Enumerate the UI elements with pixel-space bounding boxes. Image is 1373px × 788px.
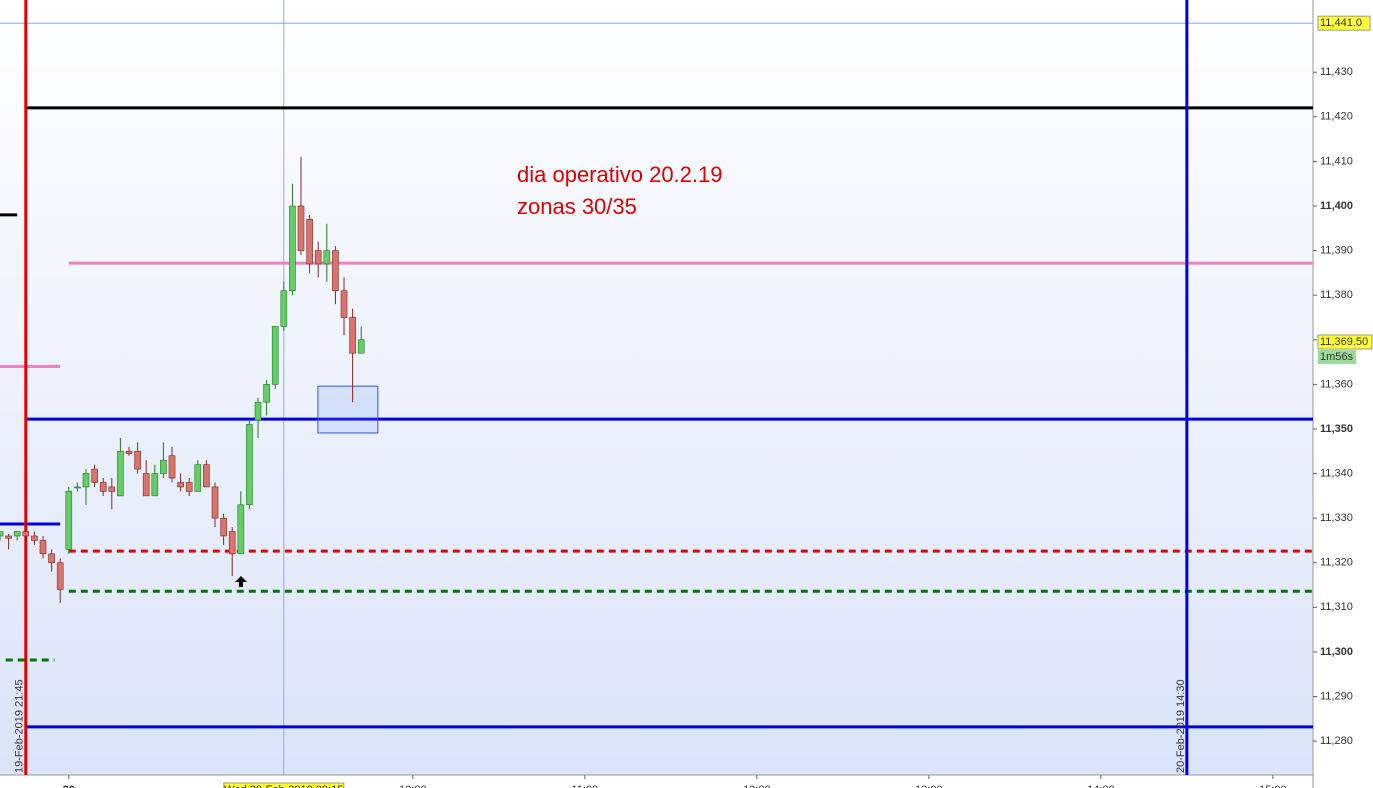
candle-body: [289, 205, 296, 292]
candle-body: [254, 401, 262, 421]
x-tick-label: 14:00: [1087, 784, 1115, 788]
x-tick-label: 20: [63, 784, 75, 788]
candle-body: [349, 317, 356, 354]
candle-body: [108, 486, 116, 492]
vertical-line-label: 20-Feb-2019 14:30: [1175, 679, 1187, 773]
y-tick-label: 11,430: [1320, 66, 1353, 78]
candle-body: [5, 535, 12, 539]
candle-body: [74, 486, 81, 489]
candle-body: [228, 531, 236, 555]
y-tick-label: 11,420: [1320, 111, 1353, 123]
y-tick-label: 11,350: [1320, 423, 1353, 435]
candle-body: [297, 205, 305, 251]
candle-body: [194, 464, 202, 492]
last-price-label: 11,369.50: [1320, 336, 1368, 348]
y-tick-label: 11,290: [1320, 690, 1353, 702]
candle-body: [211, 486, 219, 519]
candle-body: [332, 250, 339, 292]
y-tick-label: 11,360: [1320, 378, 1353, 390]
candle-body: [125, 450, 133, 454]
candle-body: [151, 473, 159, 497]
y-tick-label: 11,380: [1320, 289, 1353, 301]
candle-body: [91, 468, 98, 483]
crosshair-x-label: Wed 20-Feb-2019 09:15: [224, 784, 343, 788]
candle-body: [271, 326, 279, 385]
candle-body: [39, 540, 47, 555]
x-tick-label: 13:00: [915, 784, 943, 788]
vertical-line-label: 19-Feb-2019 21:45: [14, 679, 26, 773]
candle-body: [340, 290, 348, 318]
y-tick-label: 11,310: [1320, 601, 1353, 613]
candle-body: [323, 250, 331, 265]
candle-body: [65, 491, 73, 550]
y-tick-label: 11,390: [1320, 245, 1353, 257]
candle-body: [306, 219, 313, 265]
y-tick-label: 11,300: [1320, 646, 1353, 658]
candle-body: [56, 562, 64, 590]
last-price-box: [1317, 334, 1373, 350]
y-tick-label: 11,330: [1320, 512, 1353, 524]
candle-body: [263, 384, 270, 403]
timer-box: [1318, 350, 1356, 365]
crosshair-y-label: 11,441.0: [1320, 17, 1362, 29]
candle-body: [220, 517, 227, 537]
candle-body: [314, 250, 322, 265]
plot-background: [0, 0, 1313, 775]
candle-body: [237, 504, 245, 555]
y-tick-label: 11,400: [1320, 200, 1353, 212]
x-tick-label: 15:00: [1259, 784, 1287, 788]
y-tick-label: 11,340: [1320, 467, 1353, 479]
y-tick-label: 11,280: [1320, 735, 1353, 747]
candle-body: [31, 535, 38, 541]
zone-box: [317, 385, 379, 434]
candle-body: [0, 531, 4, 537]
candle-body: [280, 290, 288, 327]
candle-body: [203, 464, 210, 488]
candle-body: [99, 482, 107, 492]
candle-body: [82, 473, 90, 488]
annotation: dia operativo 20.2.19: [517, 162, 723, 187]
candle-body: [246, 424, 253, 506]
arrow-marker: [235, 576, 247, 587]
candle-body: [13, 531, 21, 537]
candle-body: [160, 459, 167, 474]
crosshair-y-box: [1317, 15, 1371, 31]
timer-label: 1m56s: [1320, 351, 1354, 363]
x-tick-label: 12:00: [743, 784, 771, 788]
candle-body: [168, 455, 176, 479]
x-tick-label: 11:00: [571, 784, 598, 788]
candle-body: [117, 450, 124, 497]
y-tick-label: 11,320: [1320, 557, 1353, 569]
candle-body: [177, 482, 184, 488]
candle-body: [134, 450, 141, 470]
candle-body: [22, 531, 30, 537]
candle-body: [357, 339, 365, 354]
y-tick-label: 11,410: [1320, 155, 1353, 167]
annotation: zonas 30/35: [517, 194, 637, 219]
candle-body: [185, 482, 193, 492]
crosshair-x-box: [223, 782, 345, 788]
x-tick-label: 10:00: [399, 784, 427, 788]
candle-body: [142, 473, 150, 497]
candle-body: [48, 553, 55, 564]
